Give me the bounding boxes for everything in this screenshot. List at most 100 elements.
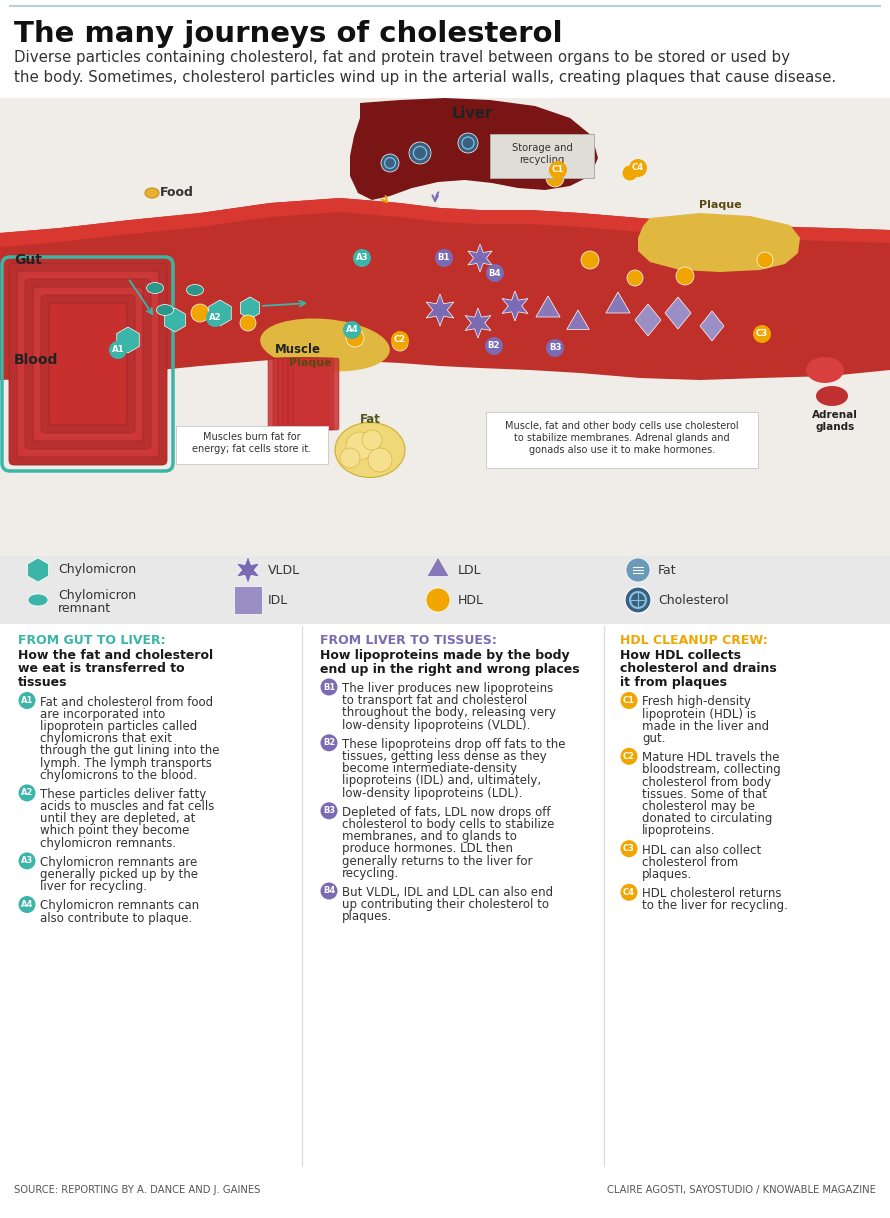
Text: HDL can also collect: HDL can also collect — [642, 844, 761, 856]
Circle shape — [206, 309, 224, 326]
Text: The liver produces new lipoproteins: The liver produces new lipoproteins — [342, 682, 554, 695]
Polygon shape — [426, 557, 449, 576]
Text: A2: A2 — [208, 313, 222, 323]
Circle shape — [353, 248, 371, 267]
Text: HDL: HDL — [458, 593, 484, 607]
Text: Fat: Fat — [360, 413, 380, 426]
Text: cholesterol may be: cholesterol may be — [642, 800, 755, 814]
Text: bloodstream, collecting: bloodstream, collecting — [642, 764, 781, 777]
Text: C2: C2 — [394, 335, 406, 345]
Polygon shape — [0, 199, 890, 247]
Text: The many journeys of cholesterol: The many journeys of cholesterol — [14, 19, 562, 48]
Circle shape — [629, 160, 647, 177]
Text: to transport fat and cholesterol: to transport fat and cholesterol — [342, 694, 527, 708]
Text: lipoproteins.: lipoproteins. — [642, 825, 716, 838]
Circle shape — [753, 325, 771, 343]
Text: liver for recycling.: liver for recycling. — [40, 881, 147, 893]
Circle shape — [320, 734, 337, 752]
Circle shape — [320, 883, 337, 900]
Text: B1: B1 — [323, 682, 336, 692]
Circle shape — [620, 692, 637, 709]
FancyBboxPatch shape — [234, 586, 262, 614]
Ellipse shape — [806, 357, 844, 382]
Text: IDL: IDL — [268, 593, 288, 607]
Ellipse shape — [157, 304, 174, 315]
Text: B1: B1 — [438, 253, 450, 263]
Text: C3: C3 — [756, 330, 768, 339]
Text: Mature HDL travels the: Mature HDL travels the — [642, 752, 780, 765]
Text: Blood: Blood — [14, 353, 59, 367]
Circle shape — [620, 840, 637, 857]
Text: Depleted of fats, LDL now drops off: Depleted of fats, LDL now drops off — [342, 806, 551, 818]
Text: end up in the right and wrong places: end up in the right and wrong places — [320, 663, 579, 676]
Text: Fresh high-density: Fresh high-density — [642, 695, 751, 709]
Text: until they are depleted, at: until they are depleted, at — [40, 812, 196, 826]
Polygon shape — [665, 297, 691, 329]
FancyBboxPatch shape — [49, 303, 127, 425]
Text: acids to muscles and fat cells: acids to muscles and fat cells — [40, 800, 214, 814]
FancyBboxPatch shape — [0, 97, 890, 560]
Circle shape — [368, 448, 392, 473]
Text: made in the liver and: made in the liver and — [642, 720, 769, 733]
FancyBboxPatch shape — [293, 358, 339, 430]
Text: A4: A4 — [345, 325, 359, 335]
Ellipse shape — [335, 423, 405, 477]
Text: tissues: tissues — [18, 676, 68, 689]
Text: which point they become: which point they become — [40, 825, 190, 838]
Ellipse shape — [145, 188, 159, 199]
Circle shape — [486, 264, 504, 283]
Circle shape — [320, 803, 337, 820]
Ellipse shape — [187, 285, 204, 296]
Text: Muscles burn fat for
energy; fat cells store it.: Muscles burn fat for energy; fat cells s… — [192, 432, 312, 454]
Text: A4: A4 — [20, 900, 33, 909]
Polygon shape — [606, 292, 630, 313]
Circle shape — [546, 169, 564, 188]
FancyBboxPatch shape — [33, 287, 143, 441]
FancyBboxPatch shape — [0, 555, 890, 624]
Text: Plaque: Plaque — [288, 358, 331, 368]
Text: generally returns to the liver for: generally returns to the liver for — [342, 855, 532, 867]
Text: C1: C1 — [552, 166, 564, 174]
Circle shape — [19, 692, 36, 709]
Polygon shape — [240, 297, 260, 319]
Text: FROM GUT TO LIVER:: FROM GUT TO LIVER: — [18, 635, 166, 647]
Ellipse shape — [147, 283, 164, 294]
Text: cholesterol to body cells to stabilize: cholesterol to body cells to stabilize — [342, 818, 554, 831]
Text: chylomicrons that exit: chylomicrons that exit — [40, 732, 172, 745]
Circle shape — [676, 267, 694, 285]
Text: lipoprotein (HDL) is: lipoprotein (HDL) is — [642, 708, 756, 721]
Circle shape — [622, 164, 638, 181]
Text: cholesterol from: cholesterol from — [642, 856, 738, 868]
Text: Diverse particles containing cholesterol, fat and protein travel between organs : Diverse particles containing cholesterol… — [14, 50, 836, 85]
Text: How HDL collects: How HDL collects — [620, 649, 741, 663]
Text: tissues. Some of that: tissues. Some of that — [642, 788, 767, 801]
Text: LDL: LDL — [458, 564, 481, 576]
Text: HDL CLEANUP CREW:: HDL CLEANUP CREW: — [620, 635, 768, 647]
Circle shape — [340, 448, 360, 468]
Text: donated to circulating: donated to circulating — [642, 812, 773, 826]
Ellipse shape — [816, 386, 848, 406]
Circle shape — [757, 252, 773, 268]
Polygon shape — [502, 291, 528, 322]
Text: C4: C4 — [623, 888, 635, 896]
FancyBboxPatch shape — [17, 270, 159, 457]
Text: to the liver for recycling.: to the liver for recycling. — [642, 900, 788, 912]
Text: B3: B3 — [323, 806, 335, 815]
Text: Fat: Fat — [658, 564, 676, 576]
Circle shape — [19, 784, 36, 801]
Text: How the fat and cholesterol: How the fat and cholesterol — [18, 649, 213, 663]
Text: chylomicrons to the blood.: chylomicrons to the blood. — [40, 769, 197, 782]
Text: Food: Food — [160, 186, 194, 200]
Text: CLAIRE AGOSTI, SAYOSTUDIO / KNOWABLE MAGAZINE: CLAIRE AGOSTI, SAYOSTUDIO / KNOWABLE MAG… — [607, 1185, 876, 1195]
Circle shape — [546, 339, 564, 357]
Text: C2: C2 — [623, 752, 635, 761]
Text: plaques.: plaques. — [642, 868, 692, 881]
Text: Liver: Liver — [451, 106, 492, 121]
Text: Chylomicron: Chylomicron — [58, 588, 136, 602]
Polygon shape — [209, 300, 231, 326]
Text: Storage and
recycling: Storage and recycling — [512, 143, 572, 166]
Text: B4: B4 — [489, 268, 501, 278]
Text: we eat is transferred to: we eat is transferred to — [18, 663, 184, 676]
Text: Adrenal
glands: Adrenal glands — [812, 410, 858, 431]
Text: Fat and cholesterol from food: Fat and cholesterol from food — [40, 695, 213, 709]
